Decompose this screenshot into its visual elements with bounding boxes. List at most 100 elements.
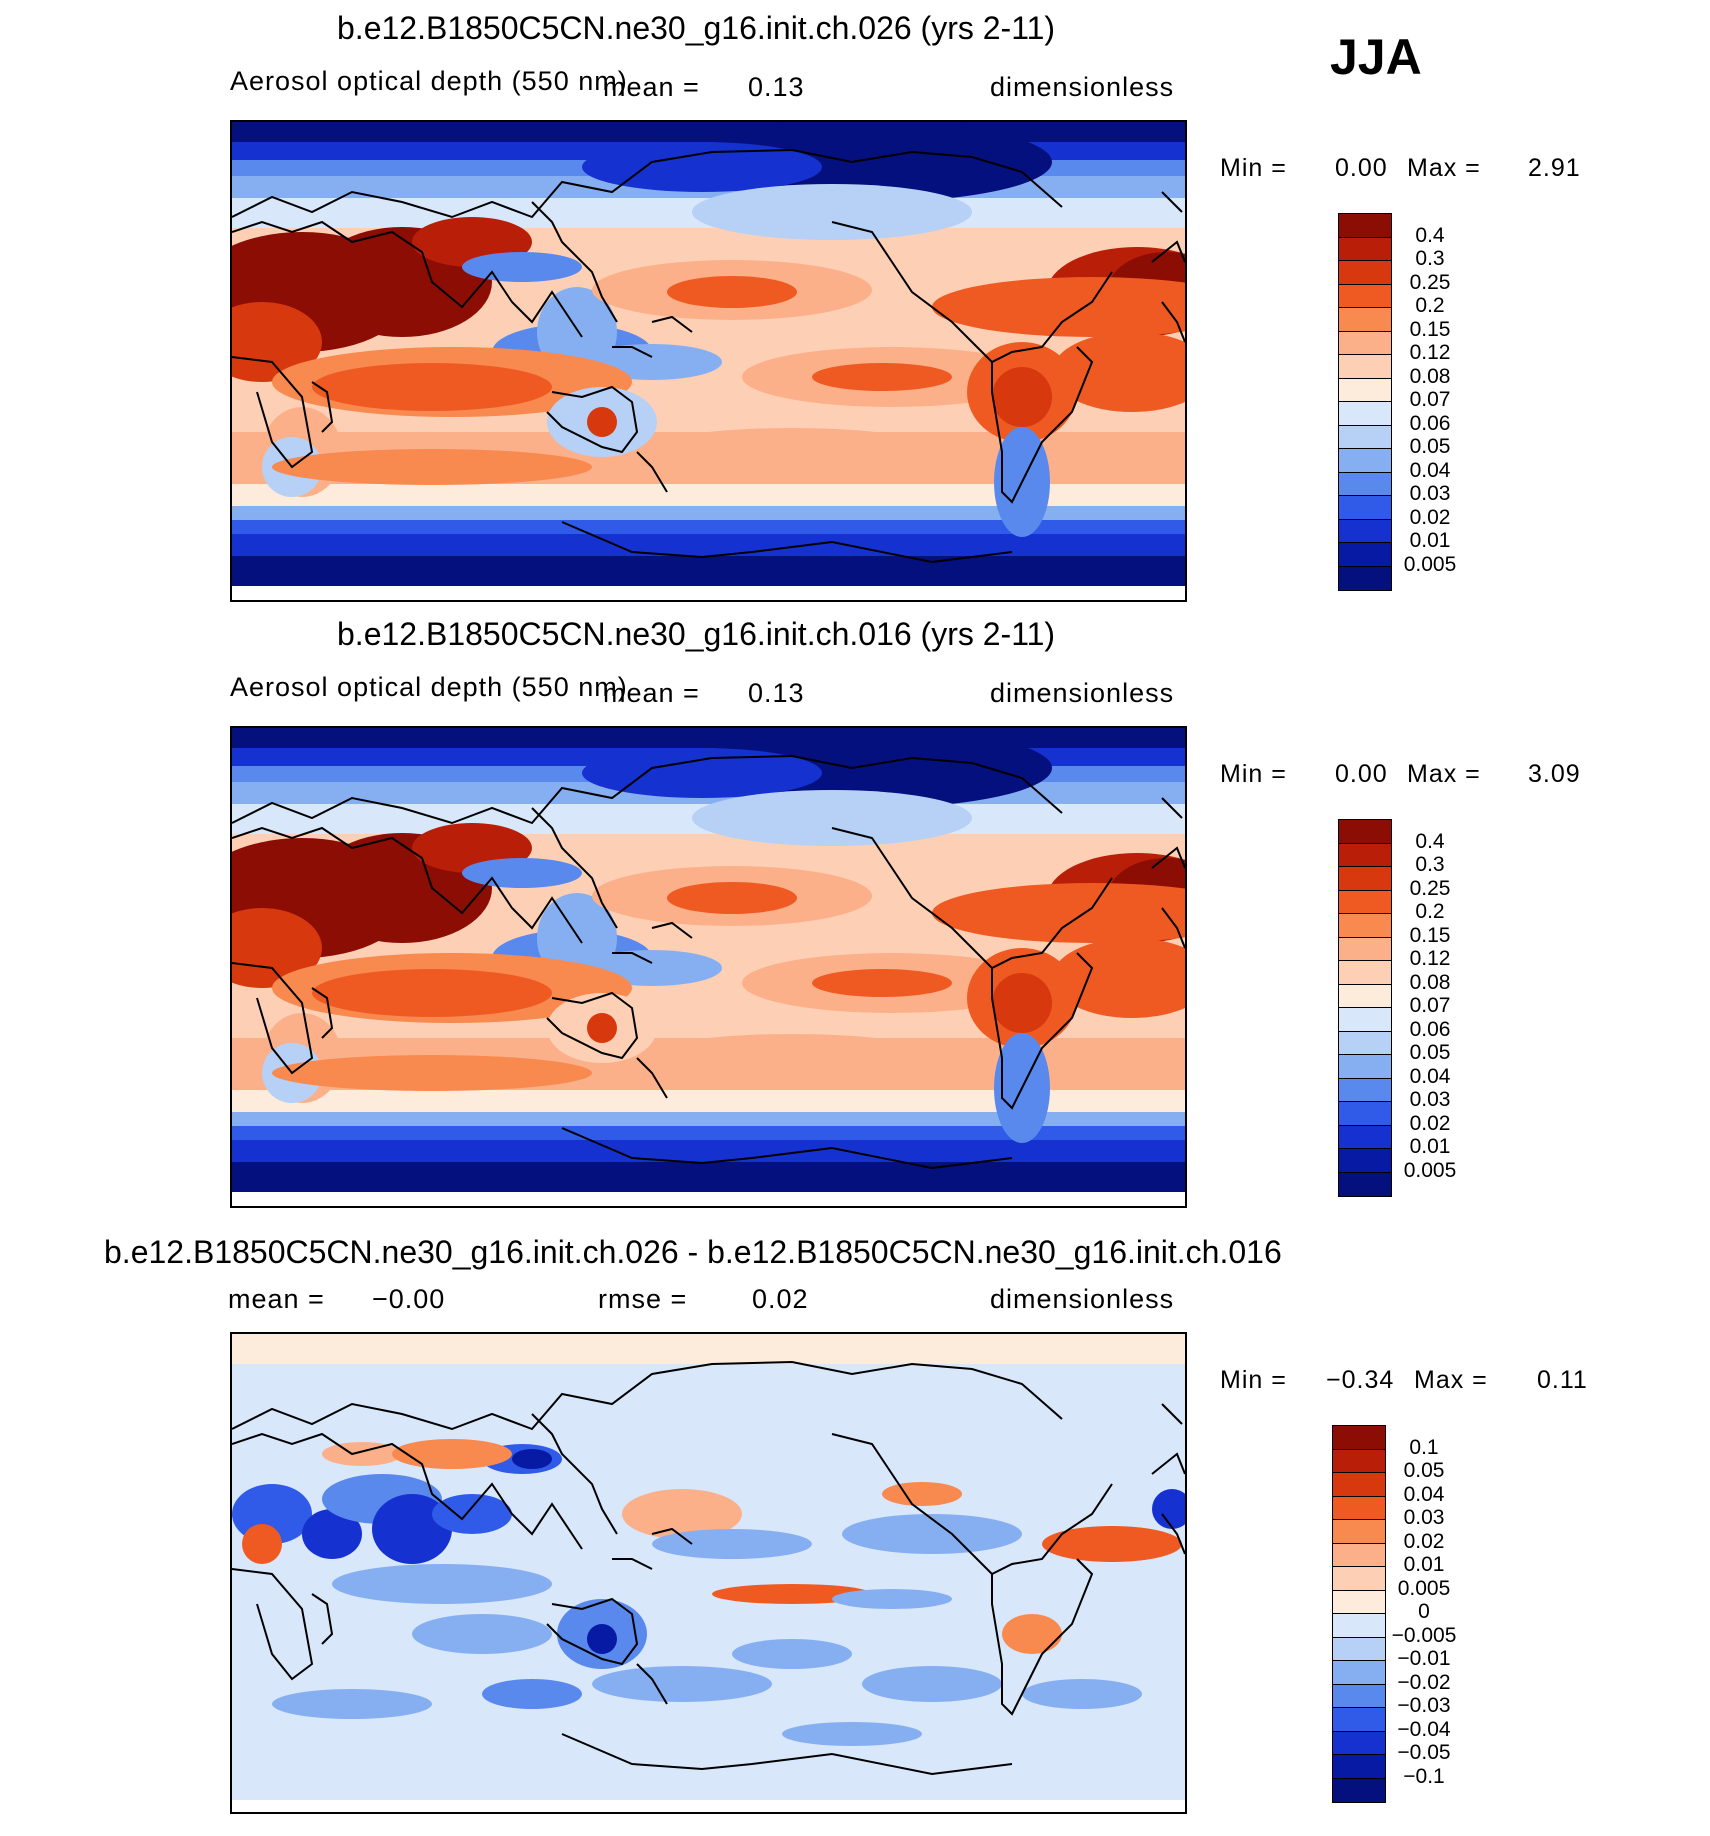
colorbar-box bbox=[1338, 1054, 1392, 1079]
field-band bbox=[232, 586, 1185, 600]
colorbar-label: 0.25 bbox=[1409, 270, 1451, 294]
field-band bbox=[232, 1162, 1185, 1192]
field-band bbox=[232, 1112, 1185, 1126]
map-field-group bbox=[232, 728, 1185, 1206]
coastline bbox=[311, 381, 334, 433]
colorbar-label: 0.06 bbox=[1409, 1017, 1451, 1041]
colorbar-box bbox=[1332, 1542, 1386, 1568]
field-blob bbox=[832, 1589, 952, 1609]
colorbar-label: 0.4 bbox=[1415, 829, 1445, 853]
coastline bbox=[1161, 191, 1183, 213]
field-blob bbox=[462, 252, 582, 282]
field-band bbox=[232, 122, 1185, 142]
panel3-rmse-label: rmse = bbox=[598, 1284, 688, 1314]
coastline bbox=[1161, 1403, 1183, 1425]
colorbar-box bbox=[1338, 866, 1392, 891]
field-blob bbox=[232, 908, 322, 988]
field-blob bbox=[652, 1529, 812, 1559]
colorbar-label: 0.01 bbox=[1409, 529, 1451, 552]
coastline bbox=[651, 921, 693, 939]
field-band bbox=[232, 1800, 1185, 1812]
colorbar-label: 0.05 bbox=[1409, 1041, 1451, 1064]
colorbar-box bbox=[1338, 983, 1392, 1009]
panel3-mean-value: −0.00 bbox=[372, 1284, 446, 1314]
field-blob bbox=[432, 1494, 512, 1534]
coastline bbox=[561, 521, 1013, 564]
coastline bbox=[546, 1597, 639, 1666]
field-blob bbox=[272, 1689, 432, 1719]
colorbar-label: 0.005 bbox=[1403, 552, 1457, 576]
colorbar-label: −0.03 bbox=[1397, 1694, 1451, 1717]
field-blob bbox=[732, 1639, 852, 1669]
colorbar-label: 0.07 bbox=[1409, 994, 1451, 1017]
coastline bbox=[232, 220, 583, 338]
field-blob bbox=[1052, 332, 1185, 412]
colorbar-label: 0.3 bbox=[1415, 247, 1445, 270]
colorbar-label: 0.005 bbox=[1403, 1158, 1457, 1182]
map-field-group bbox=[232, 1334, 1185, 1812]
colorbar-box bbox=[1338, 1030, 1392, 1056]
colorbar-label: 0.04 bbox=[1409, 1064, 1451, 1088]
panel1-min-value: 0.00 bbox=[1335, 154, 1388, 182]
panel1-title: b.e12.B1850C5CN.ne30_g16.init.ch.026 (yr… bbox=[337, 10, 1056, 46]
panel1-min-label: Min = bbox=[1220, 154, 1287, 182]
coastline bbox=[991, 1558, 1094, 1716]
panel2-mean-label: mean = bbox=[603, 678, 700, 708]
coastline bbox=[991, 346, 1094, 504]
field-blob bbox=[482, 1679, 582, 1709]
panel3-min-label: Min = bbox=[1220, 1366, 1287, 1394]
colorbar-box bbox=[1338, 913, 1392, 938]
colorbar-label: 0.2 bbox=[1415, 294, 1445, 317]
field-blob bbox=[672, 1034, 912, 1062]
field-band bbox=[232, 1090, 1185, 1112]
field-blob bbox=[272, 449, 592, 485]
coastline bbox=[651, 315, 693, 333]
coastline bbox=[1161, 797, 1183, 819]
colorbar-label: 0.06 bbox=[1409, 411, 1451, 435]
colorbar-label: 0.005 bbox=[1397, 1576, 1451, 1600]
colorbar-label: 0.01 bbox=[1403, 1553, 1445, 1576]
field-blob bbox=[932, 277, 1185, 337]
coastline bbox=[636, 1663, 668, 1705]
field-blob bbox=[672, 428, 912, 456]
field-blob bbox=[932, 883, 1185, 943]
coastline bbox=[531, 807, 618, 929]
panel1-mean-label: mean = bbox=[603, 72, 700, 102]
colorbar-label: 0.03 bbox=[1409, 1088, 1451, 1111]
colorbar-box bbox=[1338, 424, 1392, 450]
colorbar-box bbox=[1338, 236, 1392, 262]
field-blob bbox=[782, 1722, 922, 1746]
field-blob bbox=[242, 1524, 282, 1564]
field-blob bbox=[592, 1666, 772, 1702]
panel2-mean-value: 0.13 bbox=[748, 678, 805, 708]
colorbar-box bbox=[1338, 1171, 1392, 1197]
colorbar-label: −0.02 bbox=[1397, 1670, 1451, 1694]
field-blob bbox=[692, 184, 972, 240]
coastline bbox=[991, 952, 1094, 1110]
colorbar-label: 0.4 bbox=[1415, 223, 1445, 247]
panel3-map-field bbox=[232, 1334, 1185, 1812]
map-field-group bbox=[232, 122, 1185, 600]
colorbar-box bbox=[1338, 565, 1392, 591]
coastline bbox=[612, 346, 653, 358]
colorbar-label: 0.15 bbox=[1409, 317, 1451, 341]
field-blob bbox=[862, 1666, 1002, 1702]
colorbar-box bbox=[1338, 307, 1392, 332]
field-band bbox=[232, 484, 1185, 506]
panel1-units: dimensionless bbox=[990, 72, 1175, 102]
field-blob bbox=[882, 1482, 962, 1506]
field-band bbox=[232, 506, 1185, 520]
panel1-variable: Aerosol optical depth (550 nm) bbox=[230, 66, 628, 96]
field-blob bbox=[842, 1514, 1022, 1554]
colorbar-label: 0.04 bbox=[1403, 1482, 1445, 1506]
colorbar-label: 0.3 bbox=[1415, 853, 1445, 876]
panel3-title: b.e12.B1850C5CN.ne30_g16.init.ch.026 - b… bbox=[104, 1234, 1282, 1270]
coastline bbox=[561, 1127, 1013, 1170]
coastline bbox=[651, 1527, 693, 1545]
colorbar-label: 0.04 bbox=[1409, 458, 1451, 482]
field-blob bbox=[1022, 1679, 1142, 1709]
panel2-map-field bbox=[232, 728, 1185, 1206]
panel2-max-value: 3.09 bbox=[1528, 760, 1581, 788]
colorbar-label: 0.03 bbox=[1403, 1506, 1445, 1529]
field-blob bbox=[667, 276, 797, 308]
